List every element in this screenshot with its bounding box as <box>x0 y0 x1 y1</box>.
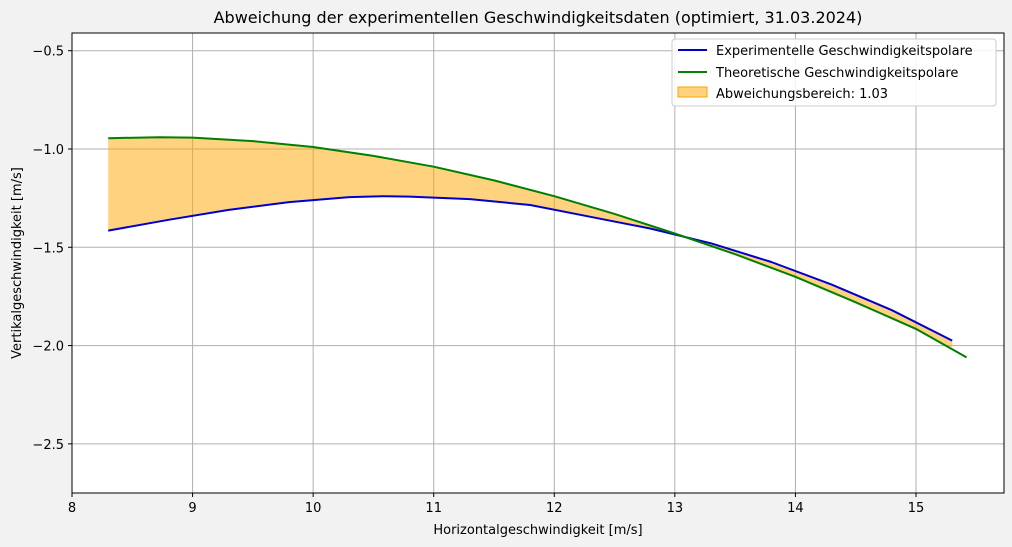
x-tick-label: 13 <box>667 501 684 516</box>
legend-swatch-deviation <box>677 86 708 98</box>
legend-label-theoretical: Theoretische Geschwindigkeitspolare <box>715 66 958 81</box>
y-tick-label: −2.0 <box>32 340 64 355</box>
x-axis-label: Horizontalgeschwindigkeit [m/s] <box>433 523 642 538</box>
x-tick-label: 10 <box>305 501 322 516</box>
legend-label-experimental: Experimentelle Geschwindigkeitspolare <box>716 44 973 59</box>
plot-area <box>72 33 1004 493</box>
theoretical-polar-line <box>108 136 968 359</box>
x-axis-ticks: 8 9 10 11 12 13 14 15 <box>68 493 924 516</box>
x-tick-label: 14 <box>787 501 804 516</box>
deviation-area <box>108 137 953 348</box>
x-tick-label: 11 <box>425 501 442 516</box>
y-tick-label: −2.5 <box>32 438 64 453</box>
x-tick-label: 9 <box>188 501 196 516</box>
y-tick-label: −0.5 <box>32 45 64 60</box>
legend-box <box>671 38 997 107</box>
series-lines <box>108 136 968 359</box>
x-tick-label: 8 <box>68 501 76 516</box>
legend: Experimentelle Geschwindigkeitspolare Th… <box>671 38 997 107</box>
grid-lines <box>71 33 1004 493</box>
y-tick-label: −1.5 <box>32 241 64 256</box>
experimental-polar-line <box>108 195 953 342</box>
chart-title: Abweichung der experimentellen Geschwind… <box>214 8 863 27</box>
plot-frame <box>71 32 1005 494</box>
x-tick-label: 12 <box>546 501 563 516</box>
deviation-fill-area <box>108 137 953 348</box>
x-tick-label: 15 <box>908 501 925 516</box>
legend-label-deviation: Abweichungsbereich: 1.03 <box>716 87 888 102</box>
y-axis-ticks: −2.5 −2.0 −1.5 −1.0 −0.5 <box>32 45 72 453</box>
y-axis-label: Vertikalgeschwindigkeit [m/s] <box>10 167 25 359</box>
y-tick-label: −1.0 <box>32 143 64 158</box>
